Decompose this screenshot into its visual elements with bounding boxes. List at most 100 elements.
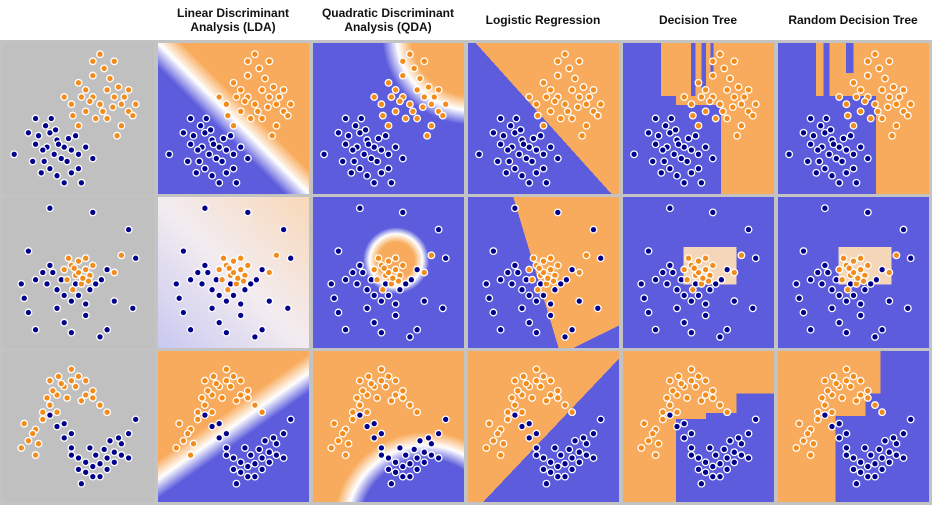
data-point-class-a <box>189 131 198 140</box>
data-point-class-b <box>849 121 858 130</box>
data-point-class-b <box>535 264 544 273</box>
data-point-class-b <box>222 376 231 385</box>
data-point-class-a <box>85 443 94 452</box>
data-point-class-b <box>54 372 63 381</box>
data-point-class-a <box>842 297 851 306</box>
data-point-class-a <box>536 131 545 140</box>
data-point-class-a <box>835 291 844 300</box>
data-point-class-a <box>856 311 865 320</box>
data-point-class-a <box>370 419 379 428</box>
data-point-class-a <box>863 472 872 481</box>
data-point-class-b <box>117 121 126 130</box>
data-point-class-a <box>723 465 732 474</box>
data-point-class-b <box>820 376 829 385</box>
data-point-class-b <box>723 85 732 94</box>
data-point-class-b <box>377 365 386 374</box>
data-point-class-b <box>856 391 865 399</box>
data-point-class-a <box>361 125 370 134</box>
data-point-class-a <box>734 433 743 442</box>
data-point-class-b <box>489 436 498 445</box>
data-point-class-a <box>377 443 386 452</box>
data-point-class-a <box>265 458 274 467</box>
data-point-class-a <box>255 445 264 454</box>
data-point-class-b <box>561 401 569 410</box>
data-point-class-b <box>391 254 400 263</box>
data-point-class-a <box>546 311 555 320</box>
data-point-class-a <box>60 433 69 442</box>
data-point-class-a <box>54 140 63 149</box>
data-point-class-b <box>200 376 209 385</box>
data-point-class-a <box>812 168 821 177</box>
data-point-class-b <box>852 396 861 405</box>
data-point-class-a <box>818 279 826 288</box>
data-point-class-b <box>680 93 689 101</box>
data-point-class-a <box>413 454 422 462</box>
data-point-class-b <box>718 107 727 116</box>
data-point-class-a <box>697 479 706 488</box>
panel-qda-dataset-3 <box>313 351 464 502</box>
data-point-class-b <box>388 274 397 283</box>
panel-qda-dataset-1 <box>313 43 464 194</box>
data-point-class-a <box>694 150 703 159</box>
data-point-class-b <box>232 396 241 405</box>
data-point-class-a <box>391 300 400 308</box>
data-point-class-a <box>229 291 238 300</box>
data-point-class-a <box>391 143 400 152</box>
panel-input-dataset-3 <box>3 351 154 502</box>
data-point-class-a <box>258 465 267 474</box>
data-point-class-a <box>856 300 865 308</box>
data-point-class-b <box>863 57 872 66</box>
data-point-class-a <box>485 294 494 303</box>
data-point-class-a <box>496 114 505 123</box>
data-point-class-a <box>687 297 696 306</box>
data-point-class-a <box>398 208 407 217</box>
data-point-class-b <box>568 85 577 94</box>
data-point-class-b <box>871 50 879 59</box>
data-point-class-a <box>229 454 238 462</box>
data-point-class-a <box>829 140 838 149</box>
data-point-class-b <box>525 265 534 274</box>
data-point-class-a <box>899 429 908 438</box>
data-point-class-a <box>200 204 209 213</box>
data-point-class-b <box>734 83 743 91</box>
data-point-class-b <box>553 57 562 66</box>
data-point-class-a <box>674 140 683 149</box>
data-point-class-a <box>842 328 851 337</box>
data-point-class-a <box>420 458 429 467</box>
data-point-class-a <box>651 325 660 334</box>
data-point-class-a <box>103 454 112 462</box>
data-point-class-a <box>828 422 836 431</box>
data-point-class-a <box>53 171 61 180</box>
data-point-class-a <box>835 178 844 187</box>
data-point-class-b <box>100 64 109 73</box>
data-point-class-b <box>737 100 746 109</box>
data-point-class-b <box>268 131 277 140</box>
data-point-class-a <box>74 454 83 462</box>
data-point-class-b <box>384 78 393 87</box>
data-point-class-b <box>81 376 90 385</box>
data-point-class-b <box>427 100 436 109</box>
data-point-class-a <box>806 140 815 149</box>
data-point-class-a <box>222 146 231 154</box>
data-point-class-a <box>687 146 696 154</box>
data-point-class-b <box>694 372 703 381</box>
data-point-class-a <box>532 443 541 452</box>
data-point-class-a <box>546 458 555 467</box>
data-point-class-a <box>413 465 422 474</box>
data-point-class-a <box>575 448 584 457</box>
data-point-class-b <box>561 100 569 109</box>
data-point-class-b <box>377 100 386 109</box>
data-point-class-b <box>654 439 663 448</box>
data-point-class-b <box>842 365 851 374</box>
data-point-class-b <box>67 365 76 374</box>
data-point-class-a <box>881 436 889 445</box>
data-point-class-a <box>828 304 836 313</box>
data-point-class-b <box>398 71 407 80</box>
data-point-class-a <box>871 472 879 481</box>
data-point-class-a <box>47 114 56 123</box>
data-point-class-a <box>398 154 407 163</box>
data-point-class-a <box>899 225 908 234</box>
data-point-class-b <box>78 274 87 283</box>
data-point-class-a <box>748 304 757 313</box>
data-point-class-a <box>716 332 724 341</box>
